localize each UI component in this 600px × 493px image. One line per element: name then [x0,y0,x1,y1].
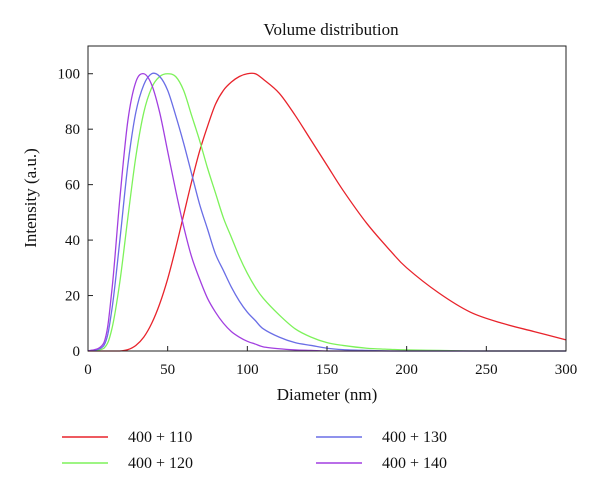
y-tick-label: 20 [65,289,80,305]
series-line-2 [87,73,566,352]
x-axis-label: Diameter (nm) [277,385,378,404]
x-tick-label: 250 [475,362,498,378]
y-tick-label: 40 [65,233,80,249]
x-tick-label: 50 [160,362,175,378]
legend: 400 + 110 400 + 120 400 + 130 400 + 140 [62,429,447,472]
x-tick-label: 100 [236,362,259,378]
x-tick-label: 0 [84,362,92,378]
y-axis-label: Intensity (a.u.) [21,148,40,248]
legend-label-1: 400 + 110 [128,429,192,446]
legend-label-2: 400 + 120 [128,455,193,472]
series-line-1 [87,72,567,352]
chart-title: Volume distribution [263,20,399,39]
x-tick-label: 150 [316,362,339,378]
legend-label-4: 400 + 140 [382,455,447,472]
y-tick-label: 0 [73,344,81,360]
y-tick-label: 100 [58,67,81,83]
y-tick-label: 60 [65,178,80,194]
x-tick-label: 300 [555,362,578,378]
y-tick-label: 80 [65,122,80,138]
series-line-4 [87,72,566,352]
legend-label-3: 400 + 130 [382,429,447,446]
y-axis: 0 20 40 60 80 100 [58,67,93,360]
plot-lines [87,72,567,352]
x-tick-label: 200 [395,362,418,378]
x-axis: 0 50 100 150 200 250 300 [84,346,577,378]
